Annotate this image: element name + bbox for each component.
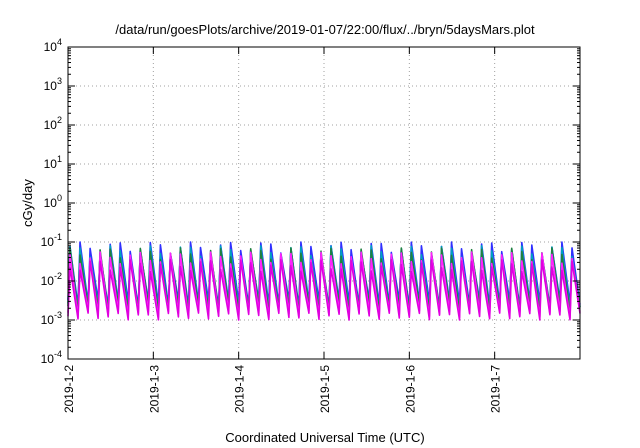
x-axis-label: Coordinated Universal Time (UTC) bbox=[225, 430, 424, 445]
x-tick-label: 2019-1-2 bbox=[62, 365, 76, 413]
y-tick-label: 103 bbox=[44, 76, 62, 93]
y-tick-label: 10-1 bbox=[41, 232, 62, 249]
x-tick-label: 2019-1-5 bbox=[318, 365, 332, 413]
y-axis-label: cGy/day bbox=[20, 179, 35, 227]
series-layer bbox=[67, 241, 581, 321]
y-tick-label: 104 bbox=[44, 37, 62, 54]
series-line bbox=[67, 247, 581, 313]
y-tick-label: 100 bbox=[44, 193, 62, 210]
x-tick-label: 2019-1-7 bbox=[489, 365, 503, 413]
series-line bbox=[67, 251, 581, 319]
y-tick-label: 102 bbox=[44, 115, 62, 132]
y-tick-label: 10-3 bbox=[41, 310, 62, 327]
x-tick-labels: 2019-1-2 2019-1-3 2019-1-4 2019-1-5 2019-1-6… bbox=[62, 365, 503, 413]
x-tick-label: 2019-1-4 bbox=[233, 365, 247, 413]
tick-layer bbox=[67, 46, 580, 360]
y-tick-label: 10-2 bbox=[41, 271, 62, 288]
grid-layer bbox=[68, 47, 580, 359]
x-tick-label: 2019-1-3 bbox=[147, 365, 161, 413]
y-tick-label: 10-4 bbox=[41, 349, 62, 366]
x-tick-label: 2019-1-6 bbox=[403, 365, 417, 413]
series-line bbox=[67, 259, 581, 321]
chart-title: /data/run/goesPlots/archive/2019-01-07/2… bbox=[115, 22, 535, 37]
y-tick-labels: 10-4 10-3 10-2 10-1 100 101 102 103 104 bbox=[41, 37, 62, 366]
y-tick-label: 101 bbox=[44, 154, 62, 171]
